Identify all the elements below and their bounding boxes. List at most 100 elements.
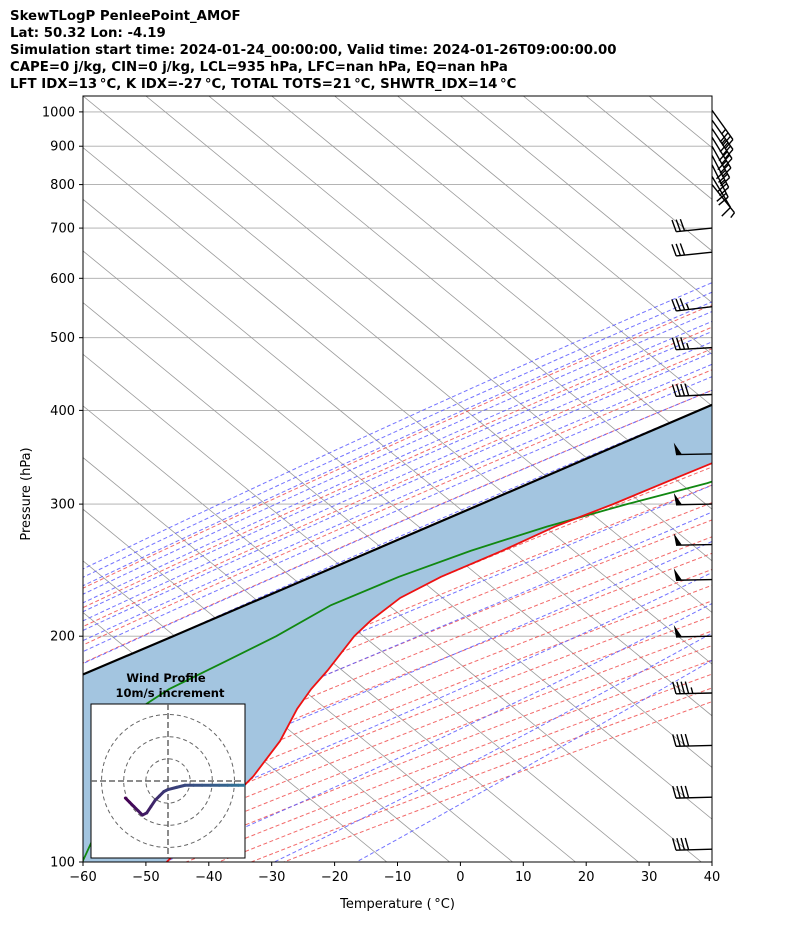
- wind-barb-full: [675, 243, 682, 256]
- moist-adiabat-line: [83, 484, 712, 753]
- inset-subtitle: 10m/s increment: [116, 686, 225, 700]
- wind-barb-full: [672, 786, 677, 799]
- wind-barb-staff: [711, 109, 734, 140]
- moist-adiabat-line: [83, 511, 712, 780]
- isotherm-line: [83, 353, 702, 862]
- wind-barb: [673, 492, 713, 506]
- inset-plot: [91, 704, 245, 858]
- wind-barb-full: [675, 337, 681, 350]
- x-tick-label: −30: [258, 870, 285, 885]
- moist-adiabat-line: [83, 404, 712, 678]
- wind-barb-staff: [675, 503, 713, 506]
- x-tick-label: 0: [456, 870, 464, 885]
- title-indices: LFT IDX=13 °C, K IDX=-27 °C, TOTAL TOTS=…: [10, 77, 517, 92]
- isotherm-line: [523, 96, 712, 252]
- wind-barb-staff: [675, 848, 713, 851]
- y-tick-label: 400: [50, 404, 75, 419]
- wind-barb-half: [686, 342, 690, 350]
- wind-barb-full: [672, 681, 677, 694]
- wind-barb: [673, 442, 713, 456]
- wind-barb-full: [675, 298, 682, 311]
- moist-adiabat-line: [83, 320, 712, 604]
- wind-barb-full: [680, 337, 686, 350]
- wind-barb: [672, 837, 713, 851]
- dry-adiabat-line: [185, 659, 712, 862]
- title-times: Simulation start time: 2024-01-24_00:00:…: [10, 43, 617, 58]
- wind-barb-flag: [673, 568, 683, 581]
- wind-barb: [671, 243, 713, 257]
- wind-barb-staff: [711, 145, 731, 178]
- wind-barb-full: [679, 243, 686, 256]
- dry-adiabat-line: [83, 536, 712, 794]
- y-tick-label: 500: [50, 331, 75, 346]
- wind-barb-staff: [711, 184, 736, 214]
- wind-barb-full: [718, 196, 729, 206]
- x-tick-label: 30: [641, 870, 658, 885]
- temperature-line: [166, 462, 712, 862]
- wind-barb-staff: [675, 744, 713, 748]
- dewpoint-line: [83, 480, 712, 862]
- wind-barb: [672, 785, 713, 799]
- wind-barb-full: [718, 186, 730, 197]
- moist-adiabat-line: [83, 540, 712, 812]
- wind-barbs: [671, 109, 736, 851]
- wind-barb-staff: [676, 305, 713, 312]
- dry-adiabat-line: [251, 687, 712, 862]
- chart-title-block: SkewTLogP PenleePoint_AMOF Lat: 50.32 Lo…: [10, 8, 617, 93]
- isotherm-line: [334, 96, 712, 407]
- parcel-path-line: [83, 403, 712, 676]
- x-tick-label: 20: [578, 870, 595, 885]
- wind-barb-full: [676, 681, 681, 694]
- wind-barb-staff: [711, 128, 733, 159]
- x-tick-label: −10: [384, 870, 411, 885]
- dry-adiabats: [83, 304, 712, 862]
- isotherm-line: [271, 96, 712, 459]
- wind-barb: [671, 383, 713, 397]
- wind-barb: [671, 298, 713, 312]
- wind-barb-full: [675, 219, 682, 232]
- moist-adiabat-line: [83, 363, 712, 642]
- wind-barb-full: [676, 734, 681, 747]
- wind-barb-flag: [673, 442, 683, 455]
- wind-barb-full: [671, 244, 677, 257]
- wind-barb: [672, 681, 713, 695]
- wind-barb-full: [679, 298, 686, 311]
- wind-barb-half: [721, 128, 727, 135]
- isotherm-line: [83, 147, 712, 665]
- title-stability: CAPE=0 j/kg, CIN=0 j/kg, LCL=935 hPa, LF…: [10, 60, 508, 75]
- wind-barb-full: [671, 384, 677, 397]
- isotherm-line: [83, 250, 712, 768]
- wind-barb-flag: [673, 492, 683, 505]
- y-tick-label: 900: [50, 140, 75, 155]
- wind-barb-staff: [675, 692, 713, 695]
- wind-barb-full: [671, 337, 677, 350]
- moist-adiabat-line: [83, 352, 712, 631]
- moist-adiabat-line: [83, 301, 712, 587]
- x-tick-label: 40: [704, 870, 721, 885]
- isotherm-line: [83, 405, 639, 862]
- wind-barb-staff: [676, 227, 713, 233]
- x-axis-label: Temperature ( °C): [339, 897, 455, 912]
- title-location: Lat: 50.32 Lon: -4.19: [10, 26, 166, 41]
- isotherm-line: [775, 96, 794, 862]
- y-tick-label: 100: [50, 856, 75, 871]
- y-tick-label: 700: [50, 222, 75, 237]
- title-station: SkewTLogP PenleePoint_AMOF: [10, 9, 241, 24]
- wind-barb-full: [672, 734, 677, 747]
- wind-barb: [671, 337, 713, 351]
- moist-adiabat-line: [83, 330, 712, 613]
- wind-barb-full: [716, 183, 728, 193]
- moist-adiabat-line: [83, 389, 712, 665]
- wind-barb-staff: [711, 119, 734, 150]
- isotherm-line: [83, 198, 712, 717]
- wind-barb: [711, 176, 732, 217]
- wind-barb: [711, 184, 736, 219]
- wind-barb-full: [684, 785, 690, 798]
- wind-barb-full: [680, 383, 686, 397]
- wind-barb-full: [721, 206, 732, 217]
- wind-barb-staff: [676, 393, 713, 397]
- wind-barb-full: [676, 837, 681, 851]
- wind-barb-full: [675, 384, 681, 397]
- wind-barb: [672, 733, 713, 748]
